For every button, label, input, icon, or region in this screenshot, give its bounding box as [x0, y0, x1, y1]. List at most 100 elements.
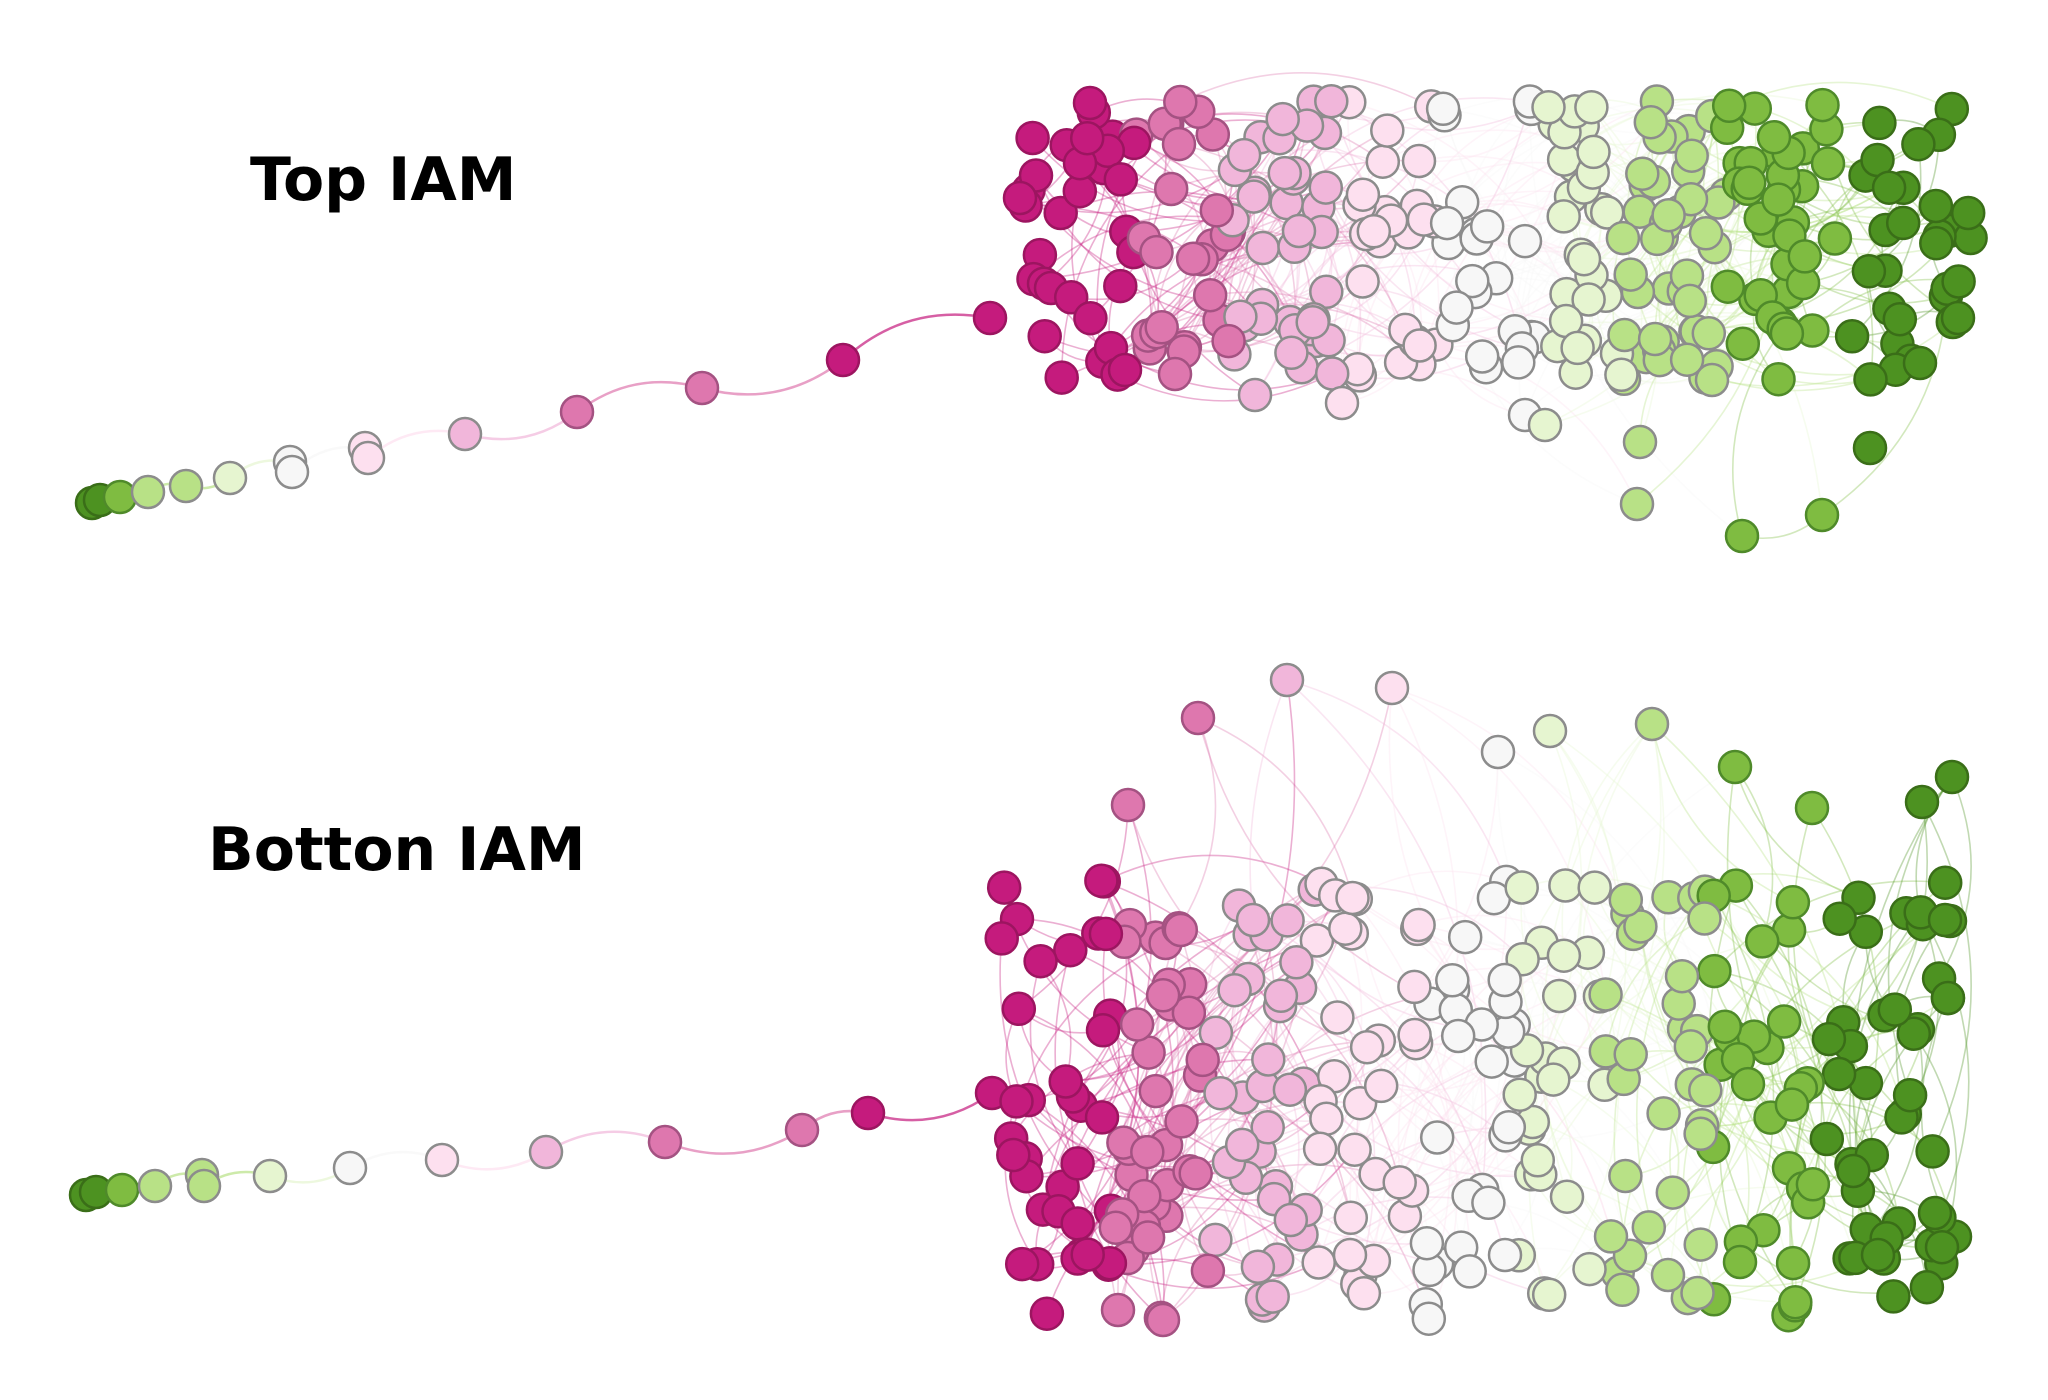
bottom-node	[1301, 1245, 1336, 1280]
bottom-edge	[1561, 723, 1653, 956]
bottom-node	[1904, 784, 1940, 820]
bottom-node	[1001, 991, 1037, 1027]
bottom-node	[1098, 1210, 1134, 1245]
bottom-node	[1532, 713, 1568, 749]
bottom-panel-title: Botton IAM	[208, 815, 586, 885]
bottom-edge	[1209, 919, 1263, 1300]
bottom-node	[1775, 1245, 1811, 1281]
top-edge	[1033, 137, 1281, 280]
bottom-node	[1730, 1066, 1766, 1102]
top-node	[1002, 180, 1038, 216]
top-edge	[1117, 372, 1333, 402]
top-node	[1103, 268, 1138, 304]
bottom-edge	[1792, 807, 1873, 1156]
bottom-node	[1145, 978, 1181, 1013]
bottom-edge	[1108, 1149, 1356, 1266]
bottom-node	[1185, 1042, 1220, 1078]
top-node	[1810, 146, 1846, 181]
bottom-node	[1269, 662, 1305, 698]
bottom-node	[1004, 1246, 1040, 1282]
top-edge	[1060, 143, 1180, 378]
bottom-node	[1349, 1029, 1385, 1065]
bottom-node	[1053, 932, 1088, 968]
top-node	[825, 342, 861, 378]
bottom-node	[1263, 978, 1299, 1014]
top-node	[1787, 239, 1823, 274]
bottom-edge	[1791, 1101, 1934, 1152]
bottom-node	[1119, 1007, 1155, 1042]
bottom-edge	[1231, 934, 1268, 1098]
bottom-node	[1683, 1227, 1718, 1262]
bottom-edge	[1286, 679, 1507, 883]
bottom-node	[1130, 1220, 1166, 1255]
bottom-node	[1164, 1104, 1199, 1139]
bottom-node	[1722, 1244, 1758, 1280]
bottom-node	[1250, 1110, 1285, 1145]
bottom-edge	[1465, 936, 1632, 1055]
bottom-node	[1934, 759, 1970, 795]
bottom-node	[1029, 1296, 1065, 1331]
bottom-edge	[1605, 917, 1705, 1052]
top-node	[1345, 177, 1381, 212]
bottom-node	[1927, 902, 1963, 938]
top-node	[1834, 319, 1870, 354]
top-node	[1651, 197, 1686, 233]
bottom-edge	[1391, 687, 1629, 915]
top-node	[1853, 362, 1888, 397]
top-node	[1625, 156, 1660, 191]
top-node	[102, 479, 138, 515]
bottom-node	[252, 1158, 288, 1194]
top-edge	[1301, 101, 1531, 368]
bottom-node	[1374, 670, 1410, 706]
top-node	[1566, 241, 1602, 277]
top-node	[1501, 345, 1536, 380]
top-node	[1402, 328, 1437, 363]
bottom-edge	[1552, 1078, 1715, 1300]
bottom-node	[1240, 1249, 1276, 1284]
bottom-node	[984, 921, 1019, 956]
bottom-node	[1382, 1165, 1417, 1200]
bottom-node	[1270, 903, 1305, 938]
bottom-node	[1536, 1062, 1571, 1097]
bottom-edge	[1704, 917, 1802, 1089]
bottom-edge	[867, 1091, 993, 1122]
top-node	[1027, 318, 1062, 354]
top-node	[1267, 155, 1303, 191]
top-node	[1805, 87, 1840, 123]
bottom-edge	[1938, 776, 1972, 979]
bottom-node	[104, 1172, 140, 1208]
top-node	[1619, 486, 1655, 522]
bottom-node	[1320, 1000, 1355, 1035]
bottom-edge	[1366, 1046, 1506, 1137]
bottom-edge	[1029, 960, 1079, 1164]
top-edge	[1325, 187, 1523, 350]
bottom-node	[1546, 938, 1582, 973]
top-node	[1157, 356, 1193, 392]
top-node	[1107, 352, 1143, 388]
bottom-node	[1180, 700, 1216, 736]
top-node	[1370, 113, 1405, 148]
bottom-node	[332, 1150, 368, 1186]
bottom-node	[1272, 1072, 1308, 1107]
top-node	[1605, 220, 1641, 256]
top-node	[1274, 335, 1309, 371]
top-node	[1236, 179, 1271, 214]
bottom-edge	[1018, 1008, 1149, 1153]
top-node	[1940, 300, 1976, 336]
top-node	[1885, 205, 1921, 241]
top-node	[1637, 321, 1673, 357]
bottom-node	[1688, 1073, 1723, 1108]
bottom-node	[1541, 978, 1577, 1014]
bottom-node	[1084, 1100, 1120, 1135]
top-node	[1069, 120, 1105, 156]
bottom-edge	[1630, 1053, 1872, 1157]
bottom-node	[647, 1124, 683, 1160]
top-node	[1546, 199, 1581, 234]
top-node	[350, 440, 386, 476]
bottom-node	[1608, 1158, 1643, 1194]
bottom-node	[1577, 870, 1612, 905]
top-edge	[1292, 97, 1531, 180]
top-edge	[1031, 137, 1233, 222]
bottom-node	[1811, 1021, 1847, 1057]
